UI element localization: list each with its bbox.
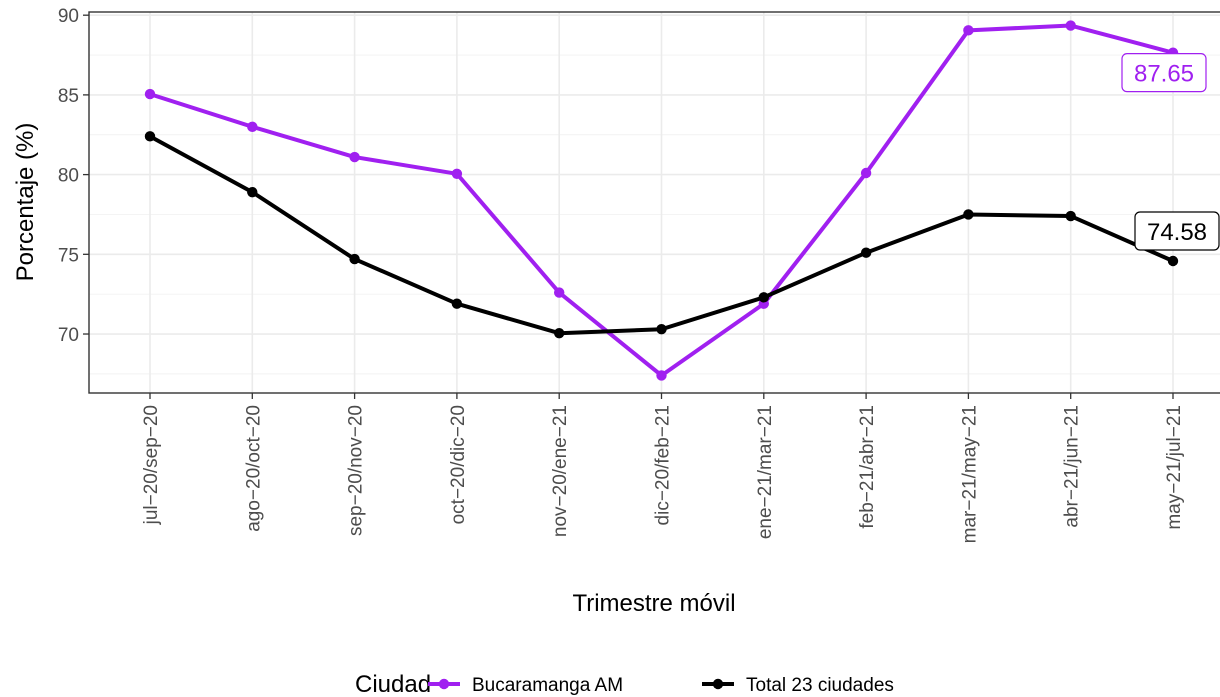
data-point [144,88,156,100]
data-point [1167,255,1179,267]
x-tick-label: jul−20/sep−20 [141,405,162,525]
data-point [1065,20,1076,31]
data-point [860,167,872,179]
x-tick-label: dic−20/feb−21 [653,405,674,525]
y-tick-label: 90 [58,6,79,27]
end-label-text: 87.65 [1134,61,1194,88]
x-tick-label: sep−20/nov−20 [346,405,367,536]
x-tick-label: ago−20/oct−20 [243,405,264,532]
data-point [963,209,974,220]
x-tick-label: may−21/jul−21 [1164,405,1185,530]
end-label-text: 74.58 [1147,219,1207,246]
end-label-box [1134,211,1220,251]
data-point [656,324,667,335]
data-point [349,253,360,265]
x-tick-label: nov−20/ene−21 [550,405,571,537]
y-tick-label: 80 [58,166,79,187]
data-point [247,186,258,198]
y-tick-label: 70 [58,325,79,346]
data-point [349,151,360,163]
data-point [451,298,463,309]
y-tick-label: 85 [58,86,79,107]
y-axis-title: Porcentaje (%) [12,123,39,282]
legend-key-point [712,678,724,690]
data-point [451,168,463,180]
data-point [554,287,565,298]
x-tick-label: feb−21/abr−21 [857,405,878,529]
y-tick-label: 75 [58,245,79,266]
legend-label: Total 23 ciudades [746,675,894,696]
data-point [247,121,258,132]
end-label: 87.65 [1121,53,1207,93]
x-tick-label: mar−21/may−21 [959,405,980,543]
legend-label: Bucaramanga AM [472,675,623,696]
x-axis: jul−20/sep−20 ago−20/oct−20 sep−20/nov−20 o… [141,393,1185,543]
y-axis: 70 75 80 85 90 [58,6,89,346]
data-point [963,25,974,36]
plot-panel-border [88,11,1220,394]
end-label: 74.58 [1134,211,1220,251]
data-point [656,370,667,381]
legend: Ciudad Bucaramanga AM Total 23 ciudades [355,671,894,697]
legend-title: Ciudad [355,671,431,697]
data-point [144,131,156,142]
data-point [860,247,872,258]
data-point [554,328,565,339]
end-value-labels: 87.65 74.58 [1121,53,1220,251]
end-label-box [1121,53,1207,93]
data-point [1065,210,1076,222]
x-tick-label: ene−21/mar−21 [755,405,776,539]
x-axis-title: Trimestre móvil [572,590,735,617]
x-tick-label: abr−21/jun−21 [1062,405,1083,528]
data-point [758,292,769,303]
x-tick-label: oct−20/dic−20 [448,405,469,524]
major-gridlines [89,12,1220,393]
legend-key-point [438,678,450,690]
